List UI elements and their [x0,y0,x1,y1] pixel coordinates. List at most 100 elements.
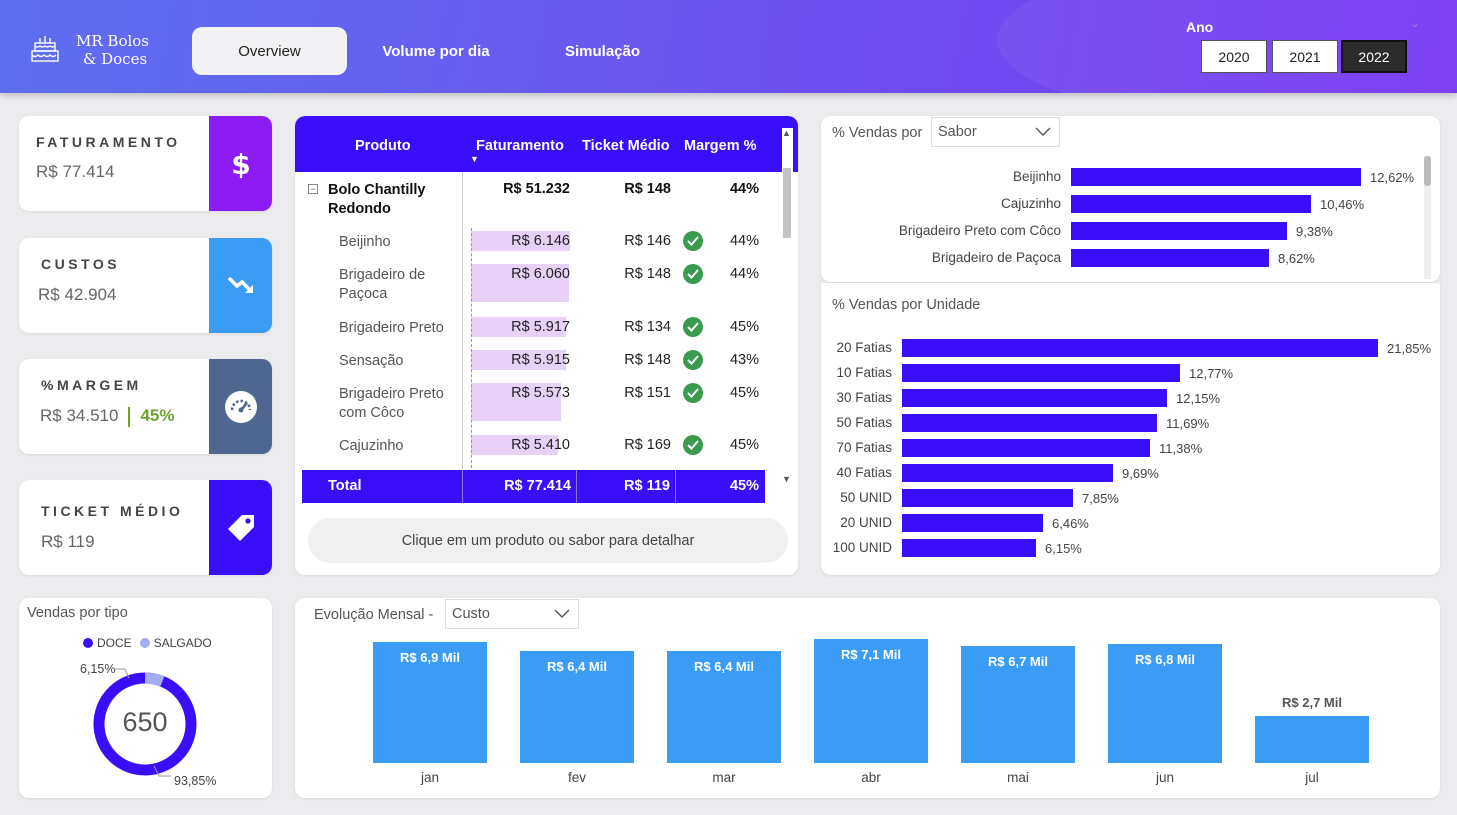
row-ticket: R$ 169 [624,437,671,453]
month-axis-label: jun [1155,770,1174,785]
row-ticket: R$ 148 [624,352,671,368]
year-2021-button[interactable]: 2021 [1272,40,1338,73]
check-circle-icon [683,435,703,455]
detail-hint-button[interactable]: Clique em um produto ou sabor para detal… [308,518,788,563]
total-ticket: R$ 119 [624,478,670,494]
unidade-label: 50 Fatias [836,415,892,430]
total-faturamento: R$ 77.414 [504,478,571,494]
product-table-card: Produto ▼ Faturamento Ticket Médio Marge… [295,116,798,575]
legend-label-salgado: SALGADO [153,636,212,650]
month-bar[interactable] [667,651,781,763]
row-product-line1: Brigadeiro de [339,267,426,283]
metric-dropdown[interactable]: Custo [445,599,579,629]
month-bar-label: R$ 6,4 Mil [694,659,754,674]
kpi-value: R$ 119 [41,532,95,551]
row-product-name: Brigadeiro de Paçoca [339,266,425,304]
vendas-por-sabor-card: % Vendas por Sabor Beijinho 12,62% Cajuzin… [821,116,1440,282]
col-header-ticket-medio[interactable]: Ticket Médio [582,138,670,154]
kpi-value-row: R$ 34.510 45% [40,406,174,427]
unidade-label: 30 Fatias [836,390,892,405]
kpi-title: %MARGEM [41,377,142,393]
scroll-down-icon[interactable]: ▼ [782,474,791,484]
tab-simulacao[interactable]: Simulação [564,42,641,60]
group-margem: 44% [729,181,759,197]
month-bar[interactable] [373,642,487,763]
chevron-down-icon[interactable]: ⌄ [1410,16,1421,30]
year-2020-button[interactable]: 2020 [1201,40,1267,73]
month-axis-label: jan [420,770,439,785]
tab-overview[interactable]: Overview [192,27,347,75]
check-circle-icon [683,317,703,337]
unidade-bar[interactable] [902,389,1167,407]
group-faturamento: R$ 51.232 [503,181,570,197]
row-margem: 45% [729,385,759,401]
table-scrollbar[interactable]: ▲ ▼ [782,128,793,491]
month-bar[interactable] [961,646,1075,763]
sabor-bar[interactable] [1071,168,1361,186]
unidade-bar[interactable] [902,364,1180,382]
row-product-name: Brigadeiro Preto [339,319,444,338]
chevron-down-icon [1035,127,1051,136]
brand-name: MR Bolos & Doces [76,32,149,68]
scrollbar-thumb[interactable] [1424,156,1431,186]
col-header-produto[interactable]: Produto [355,138,411,154]
unidade-bar[interactable] [902,339,1378,357]
kpi-title: CUSTOS [41,256,121,272]
kpi-value: R$ 42.904 [38,285,117,304]
scrollbar-thumb[interactable] [783,168,791,238]
row-product-line1: Sensação [339,353,404,369]
check-circle-icon [683,350,703,370]
unidade-label: 50 UNID [840,490,892,505]
unidade-value: 6,15% [1045,541,1082,556]
unidade-bar[interactable] [902,414,1157,432]
unidade-bar[interactable] [902,464,1113,482]
kpi-card-faturamento: FATURAMENTO R$ 77.414 $ [19,116,272,211]
unidade-value: 9,69% [1122,466,1159,481]
unidade-bar[interactable] [902,539,1036,557]
dollar-icon: $ [209,116,272,211]
sabor-label: Beijinho [1012,169,1061,184]
faturamento-data-bar [471,317,566,337]
total-margem: 45% [729,478,759,494]
month-bar[interactable] [520,651,634,763]
row-faturamento: R$ 5.915 [511,352,570,368]
year-2022-button[interactable]: 2022 [1341,40,1407,73]
salgado-pct-label: 6,15% [80,662,116,676]
row-product-name: Cajuzinho [339,437,404,456]
sabor-dropdown[interactable]: Sabor [931,117,1060,147]
month-bar[interactable] [814,639,928,763]
sabor-bar[interactable] [1071,195,1311,213]
donut-legend: DOCE SALGADO [83,636,212,650]
sabor-bar[interactable] [1071,222,1287,240]
month-bar[interactable] [1255,716,1369,763]
row-faturamento: R$ 5.917 [511,319,570,335]
sabor-bar[interactable] [1071,249,1269,267]
vendas-unidade-title: % Vendas por Unidade [832,297,981,313]
month-bar-label: R$ 6,9 Mil [400,650,460,665]
cake-logo-icon [31,36,59,62]
vendas-por-tipo-card: Vendas por tipo DOCE SALGADO 650 6,15% 9… [19,598,272,798]
sort-desc-icon[interactable]: ▼ [470,154,479,164]
col-header-margem[interactable]: Margem % [684,138,757,154]
sabor-scrollbar[interactable] [1424,156,1431,279]
faturamento-data-bar [471,231,570,251]
col-header-faturamento[interactable]: Faturamento [476,138,564,154]
scroll-up-icon[interactable]: ▲ [782,128,791,138]
group-ticket: R$ 148 [624,181,671,197]
collapse-icon[interactable]: − [308,184,318,194]
row-ticket: R$ 151 [624,385,671,401]
unidade-bar[interactable] [902,489,1073,507]
unidade-bar[interactable] [902,514,1043,532]
tab-volume-por-dia[interactable]: Volume por dia [382,42,490,60]
month-bar[interactable] [1108,644,1222,763]
kpi-margin-pct: 45% [140,406,175,425]
chevron-down-icon [554,609,570,618]
unidade-bar[interactable] [902,439,1150,457]
group-name-line2: Redondo [328,201,391,217]
row-ticket: R$ 148 [624,266,671,282]
donut-slice-salgado[interactable] [93,672,197,776]
row-product-line1: Cajuzinho [339,438,404,454]
row-margem: 45% [729,437,759,453]
doce-pct-label: 93,85% [174,774,217,788]
legend-label-doce: DOCE [97,636,132,650]
